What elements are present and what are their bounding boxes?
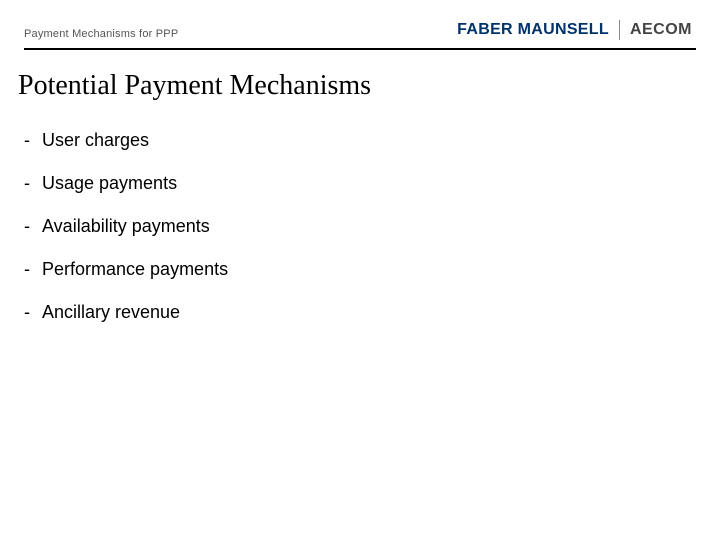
list-item: - Usage payments	[24, 173, 720, 194]
bullet-text: Availability payments	[42, 216, 210, 237]
bullet-text: Performance payments	[42, 259, 228, 280]
list-item: - Availability payments	[24, 216, 720, 237]
logo-aecom: AECOM	[630, 21, 692, 39]
bullet-text: Usage payments	[42, 173, 177, 194]
header-rule	[24, 48, 696, 50]
logo-divider-icon	[619, 20, 620, 40]
slide-title: Potential Payment Mechanisms	[18, 70, 720, 102]
logo-group: FABER MAUNSELL AECOM	[457, 20, 696, 40]
dash-icon: -	[24, 216, 42, 237]
dash-icon: -	[24, 259, 42, 280]
dash-icon: -	[24, 302, 42, 323]
header-row: Payment Mechanisms for PPP FABER MAUNSEL…	[24, 20, 696, 40]
bullet-list: - User charges - Usage payments - Availa…	[24, 130, 720, 323]
list-item: - User charges	[24, 130, 720, 151]
dash-icon: -	[24, 130, 42, 151]
list-item: - Ancillary revenue	[24, 302, 720, 323]
header-subtitle: Payment Mechanisms for PPP	[24, 28, 178, 40]
list-item: - Performance payments	[24, 259, 720, 280]
bullet-text: User charges	[42, 130, 149, 151]
header: Payment Mechanisms for PPP FABER MAUNSEL…	[0, 0, 720, 40]
logo-faber-maunsell: FABER MAUNSELL	[457, 21, 609, 39]
bullet-text: Ancillary revenue	[42, 302, 180, 323]
dash-icon: -	[24, 173, 42, 194]
slide: Payment Mechanisms for PPP FABER MAUNSEL…	[0, 0, 720, 540]
